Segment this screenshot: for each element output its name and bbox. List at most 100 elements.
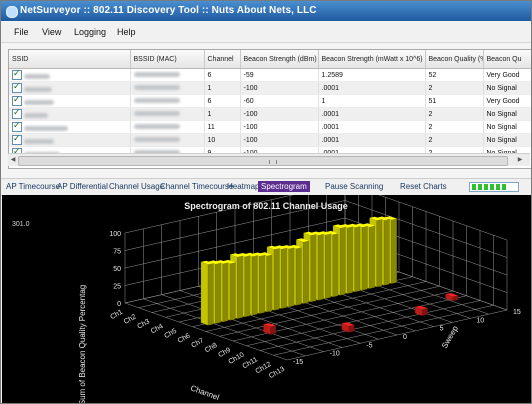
progress-segment: [478, 184, 482, 190]
table-row[interactable]: 1 -100 .0001 2 No Signal: [9, 81, 531, 95]
bar-side-face: [229, 262, 236, 321]
bar-side-face: [237, 255, 243, 319]
bar-side-face: [222, 262, 229, 323]
col-quality-label[interactable]: Beacon Qu: [483, 50, 531, 69]
sweep-tick-label: 5: [440, 326, 444, 333]
cell-channel: 11: [204, 120, 241, 134]
table-row[interactable]: 1 -100 .0001 2 No Signal: [9, 107, 531, 121]
menu-help[interactable]: Help: [117, 27, 136, 37]
bar-side-face: [310, 234, 317, 303]
col-strength-mwatt[interactable]: Beacon Strength (mWatt x 10^6): [318, 50, 426, 69]
progress-segment: [490, 184, 494, 190]
progress-segment: [502, 184, 506, 190]
channel-tick-label: Ch7: [190, 337, 205, 350]
ap-table: SSID BSSID (MAC) Channel Beacon Strength…: [8, 49, 531, 169]
bar-top-face: [296, 238, 309, 242]
bar-top-face: [237, 253, 250, 257]
bar-side-face: [383, 218, 390, 286]
row-checkbox[interactable]: [12, 134, 22, 145]
cell-mwatt: .0001: [318, 133, 426, 147]
bar-top-face: [362, 223, 375, 227]
progress-segment: [496, 184, 500, 190]
col-quality-pct[interactable]: Beacon Quality (%): [425, 50, 484, 69]
row-checkbox[interactable]: [12, 69, 22, 80]
bar-side-face: [270, 325, 277, 335]
bar-top-face: [274, 245, 287, 250]
z-tick-label: 50: [113, 266, 121, 273]
progress-segment: [472, 184, 476, 190]
channel-tick-label: Ch1: [109, 309, 124, 322]
row-checkbox[interactable]: [12, 108, 22, 119]
col-ssid[interactable]: SSID: [9, 50, 131, 69]
redacted-ssid: [23, 74, 50, 79]
bar-side-face: [259, 254, 265, 314]
scroll-left-icon[interactable]: ◀: [10, 157, 16, 163]
corner-value: 301.0: [12, 221, 30, 228]
scroll-right-icon[interactable]: ▶: [517, 157, 523, 163]
tab-spectrogram[interactable]: Spectrogram: [258, 181, 310, 192]
cell-quality: 52: [425, 68, 484, 82]
bar-side-face: [391, 218, 397, 284]
bar-side-face: [295, 247, 302, 306]
tab-heatmap[interactable]: Heatmap: [227, 182, 260, 191]
cell-mwatt: .0001: [318, 81, 426, 95]
bar-top-face: [289, 244, 302, 249]
cell-channel: 6: [204, 94, 241, 108]
channel-tick-label: Ch2: [123, 313, 138, 326]
grid-line: [124, 195, 508, 241]
tab-ap-differential[interactable]: AP Differential: [57, 182, 108, 191]
bar-side-face: [347, 226, 353, 294]
bar-top-face: [259, 252, 272, 256]
bar-side-face: [207, 263, 214, 326]
menu-file[interactable]: File: [14, 27, 29, 37]
chart-tabs: AP Timecourse AP Differential Channel Us…: [1, 178, 531, 196]
row-checkbox[interactable]: [12, 95, 22, 106]
menu-view[interactable]: View: [42, 27, 62, 37]
bar-top-face: [369, 216, 382, 221]
row-checkbox[interactable]: [12, 121, 22, 132]
sweep-tick-label: 15: [513, 309, 521, 316]
table-row[interactable]: 6 -59 1.2589 52 Very Good: [9, 68, 531, 82]
cell-dbm: -100: [240, 81, 319, 95]
redacted-ssid: [23, 139, 54, 144]
tab-channel-usage[interactable]: Channel Usage: [109, 182, 165, 191]
redacted-ssid: [23, 126, 68, 131]
pause-scanning-button[interactable]: Pause Scanning: [325, 182, 384, 191]
table-horizontal-scrollbar[interactable]: ◀ ▶: [8, 153, 530, 166]
cell-channel: 10: [204, 133, 241, 147]
bar-top-face: [230, 253, 243, 257]
spectro-bar: [263, 323, 277, 335]
z-tick-label: 75: [113, 249, 121, 256]
cell-dbm: -100: [240, 133, 319, 147]
tab-ap-timecourse[interactable]: AP Timecourse: [6, 182, 61, 191]
bar-top-face: [263, 323, 276, 327]
table-row[interactable]: 6 -60 1 51 Very Good: [9, 94, 531, 108]
sweep-tick-label: -15: [293, 359, 303, 366]
grid-line: [124, 200, 508, 258]
cell-quality-label: No Signal: [483, 120, 531, 134]
cell-quality-label: Very Good: [483, 68, 531, 82]
table-row[interactable]: 11 -100 .0001 2 No Signal: [9, 120, 531, 134]
col-bssid[interactable]: BSSID (MAC): [130, 50, 205, 69]
bar-side-face: [422, 308, 428, 316]
row-checkbox[interactable]: [12, 82, 22, 93]
scrollbar-thumb[interactable]: [18, 156, 508, 166]
bar-top-face: [245, 252, 258, 257]
col-strength-dbm[interactable]: Beacon Strength (dBm): [240, 50, 319, 69]
bar-side-face: [361, 225, 368, 291]
bar-top-face: [333, 224, 346, 229]
col-channel[interactable]: Channel: [204, 50, 241, 69]
reset-charts-button[interactable]: Reset Charts: [400, 182, 447, 191]
bar-top-face: [415, 305, 428, 310]
bar-top-face: [384, 216, 397, 220]
bar-top-face: [347, 223, 360, 228]
bar-top-face: [215, 260, 228, 264]
cell-channel: 6: [204, 68, 241, 82]
table-row[interactable]: 10 -100 .0001 2 No Signal: [9, 133, 531, 147]
grid-line: [161, 294, 324, 352]
window-title: NetSurveyor :: 802.11 Discovery Tool :: …: [20, 5, 317, 16]
tab-channel-timecourse[interactable]: Channel Timecourse: [160, 182, 234, 191]
cell-mwatt: 1: [318, 94, 426, 108]
menu-logging[interactable]: Logging: [74, 27, 107, 37]
